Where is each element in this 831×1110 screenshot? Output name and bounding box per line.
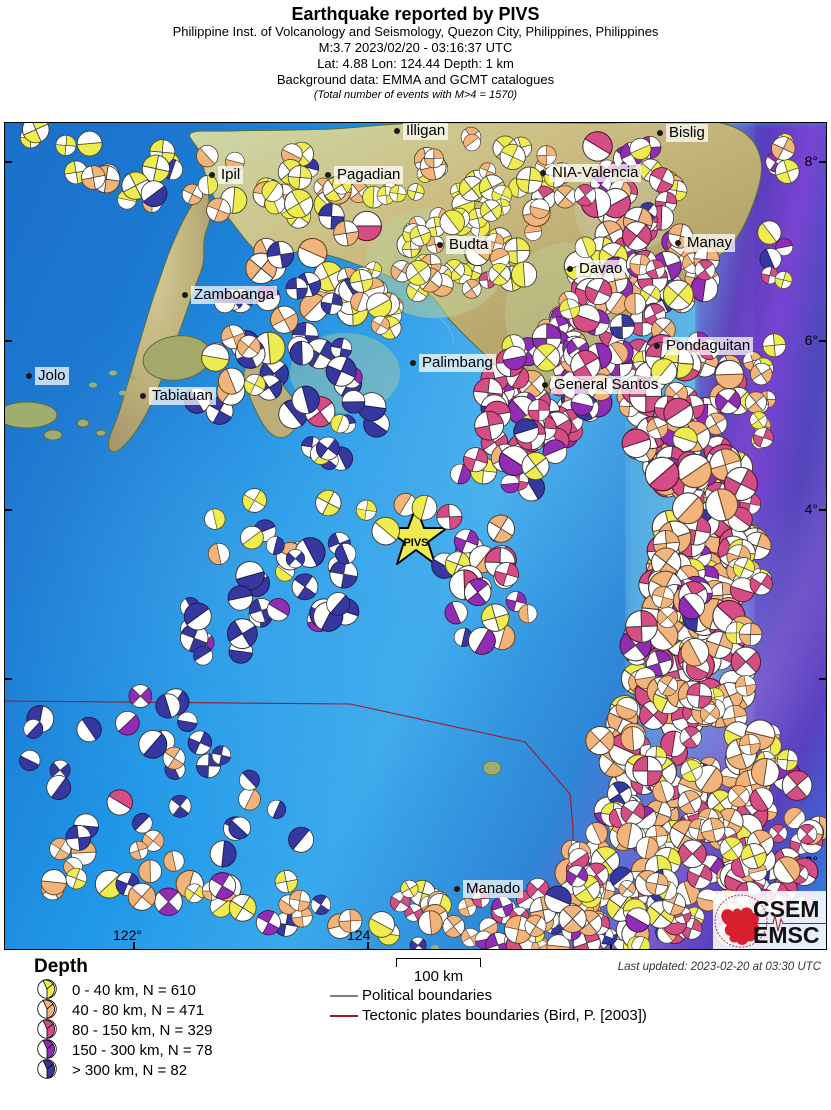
svg-text:EMSC: EMSC [753, 922, 819, 948]
svg-text:PIVS: PIVS [403, 537, 428, 549]
svg-text:CSEM: CSEM [753, 896, 819, 922]
